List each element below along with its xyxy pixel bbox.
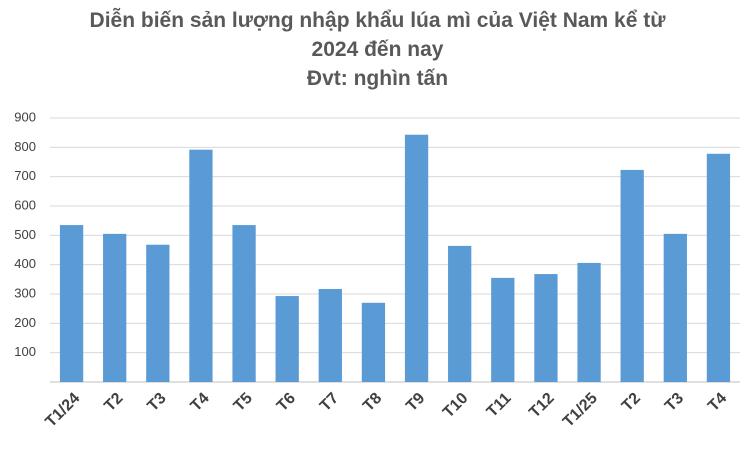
bar [189, 149, 213, 382]
chart-subtitle: Đvt: nghìn tấn [306, 67, 449, 90]
y-tick-label: 900 [14, 109, 36, 124]
x-tick-label: T2 [619, 390, 644, 415]
x-tick-label: T9 [403, 390, 428, 415]
bar [663, 233, 687, 382]
x-tick-label: T5 [231, 390, 256, 415]
y-tick-label: 500 [14, 227, 36, 242]
x-tick-label: T3 [144, 390, 169, 415]
x-tick-label: T1/25 [560, 390, 601, 431]
bar [232, 225, 256, 382]
x-tick-label: T11 [484, 390, 515, 421]
y-tick-label: 600 [14, 197, 36, 212]
bar [448, 245, 472, 382]
x-tick-label: T4 [188, 390, 213, 415]
y-tick-label: 200 [14, 315, 36, 330]
bar [146, 244, 170, 382]
bar [318, 289, 342, 382]
chart-header: Diễn biến sản lượng nhập khẩu lúa mì của… [0, 6, 755, 93]
bar [404, 134, 429, 382]
y-tick-label: 100 [14, 344, 36, 359]
bar [577, 262, 601, 382]
x-tick-label: T8 [360, 390, 385, 415]
bar [361, 302, 386, 382]
bar [275, 296, 299, 382]
bar [491, 277, 515, 382]
bar [706, 153, 731, 382]
x-tick-label: T12 [526, 390, 558, 422]
y-tick-label: 300 [14, 285, 36, 300]
bar [59, 225, 84, 382]
bar [620, 169, 644, 382]
x-tick-label: T3 [662, 390, 687, 415]
bar [103, 233, 127, 382]
x-tick-label: T2 [101, 390, 126, 415]
chart-title: Diễn biến sản lượng nhập khẩu lúa mì của… [89, 9, 666, 61]
x-tick-label: T7 [317, 390, 342, 415]
bar [534, 274, 558, 382]
y-tick-label: 700 [14, 168, 36, 183]
y-tick-label: 800 [14, 139, 36, 154]
x-tick-label: T10 [440, 390, 472, 422]
x-tick-label: T4 [705, 390, 730, 415]
y-tick-label: 400 [14, 256, 36, 271]
x-tick-label: T1/24 [42, 390, 83, 431]
x-tick-label: T6 [274, 390, 299, 415]
